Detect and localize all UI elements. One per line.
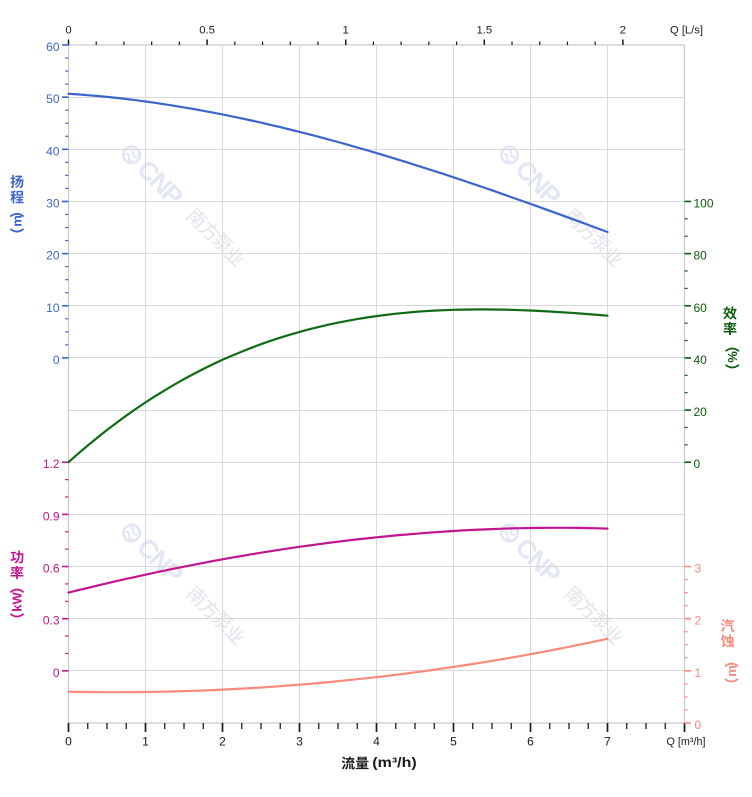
svg-text:20: 20 (46, 249, 60, 263)
svg-text:%: % (725, 351, 740, 363)
svg-text:m: m (10, 215, 25, 227)
svg-text:6: 6 (527, 734, 534, 748)
svg-text:60: 60 (694, 301, 708, 315)
svg-text:(m³/h): (m³/h) (372, 754, 416, 770)
svg-text:3: 3 (695, 562, 702, 576)
svg-text:60: 60 (46, 40, 60, 54)
svg-text:0: 0 (65, 734, 72, 748)
svg-text:3: 3 (296, 734, 303, 748)
svg-text:0.5: 0.5 (199, 25, 215, 37)
svg-text:0: 0 (53, 353, 60, 367)
svg-text:2: 2 (620, 25, 626, 37)
svg-text:0: 0 (694, 457, 701, 471)
svg-text:Q [m³/h]: Q [m³/h] (667, 736, 706, 748)
svg-text:4: 4 (373, 734, 380, 748)
svg-text:1.2: 1.2 (43, 457, 60, 471)
svg-text:2: 2 (219, 734, 226, 748)
svg-text:Q [L/s]: Q [L/s] (670, 25, 703, 37)
svg-text:40: 40 (694, 353, 708, 367)
svg-text:5: 5 (450, 734, 457, 748)
svg-text:0.3: 0.3 (43, 614, 60, 628)
svg-text:40: 40 (46, 144, 60, 158)
svg-text:0.6: 0.6 (43, 562, 60, 576)
svg-text:2: 2 (695, 614, 702, 628)
svg-text:0: 0 (65, 25, 71, 37)
svg-text:m: m (724, 665, 739, 677)
svg-text:100: 100 (694, 197, 714, 211)
svg-text:20: 20 (694, 405, 708, 419)
svg-text:1: 1 (343, 25, 349, 37)
svg-text:30: 30 (46, 197, 60, 211)
svg-text:10: 10 (46, 301, 60, 315)
svg-text:0: 0 (695, 718, 702, 732)
svg-text:1: 1 (142, 734, 149, 748)
svg-text:0.9: 0.9 (43, 509, 60, 523)
svg-text:80: 80 (694, 249, 708, 263)
svg-text:kW: kW (10, 591, 25, 611)
svg-text:1.5: 1.5 (476, 25, 492, 37)
svg-text:7: 7 (604, 734, 611, 748)
svg-text:50: 50 (46, 92, 60, 106)
svg-text:1: 1 (695, 666, 702, 680)
svg-text:0: 0 (53, 666, 60, 680)
